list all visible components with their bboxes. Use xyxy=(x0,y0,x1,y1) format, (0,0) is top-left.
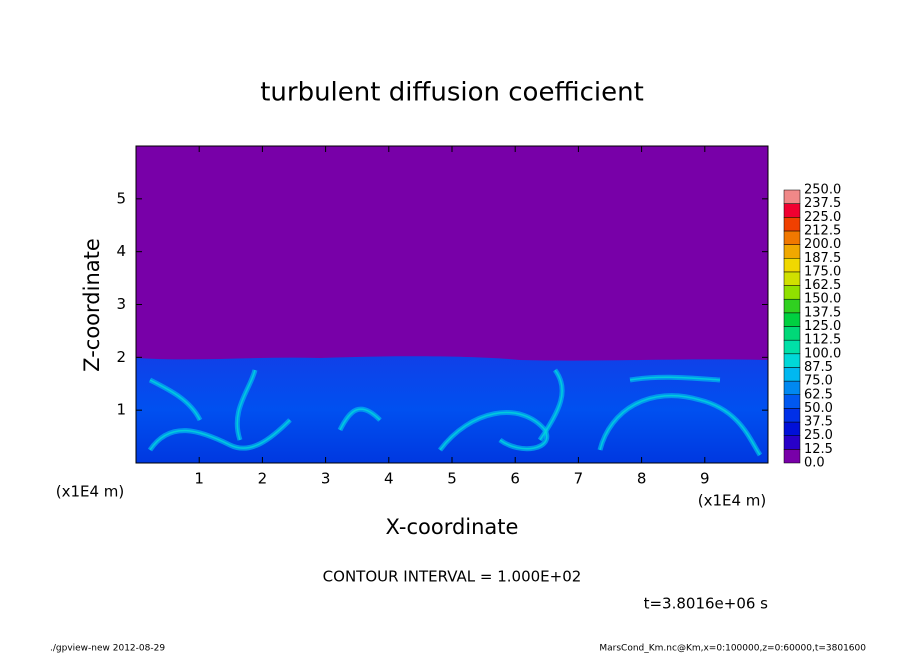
colorbar-label: 62.5 xyxy=(804,387,833,402)
colorbar-label: 75.0 xyxy=(804,374,833,389)
x-unit-label: (x1E4 m) xyxy=(698,492,767,510)
x-unit-label: (x1E4 m) xyxy=(56,483,125,501)
x-tick-label: 1 xyxy=(194,470,204,488)
x-tick-label: 7 xyxy=(574,470,584,488)
colorbar-label: 100.0 xyxy=(804,346,841,361)
field-swirl-core xyxy=(149,379,201,421)
field-swirl-core xyxy=(599,394,761,456)
contour-interval: CONTOUR INTERVAL = 1.000E+02 xyxy=(323,568,582,586)
colorbar-box xyxy=(783,203,801,218)
field-swirl-core xyxy=(539,369,563,441)
colorbar-label: 250.0 xyxy=(804,183,841,198)
colorbar-box xyxy=(783,285,801,300)
colorbar-box xyxy=(783,408,801,423)
chart-title: turbulent diffusion coefficient xyxy=(260,78,644,108)
x-tick-label: 2 xyxy=(258,470,268,488)
y-tick-label: 5 xyxy=(116,189,126,207)
colorbar-label: 137.5 xyxy=(804,305,841,320)
colorbar-label: 87.5 xyxy=(804,360,833,375)
colorbar-box xyxy=(783,380,801,396)
y-tick-label: 1 xyxy=(116,401,126,419)
x-tick-label: 8 xyxy=(637,470,647,488)
colorbar-label: 125.0 xyxy=(804,319,841,334)
colorbar-box xyxy=(783,339,801,355)
colorbar-label: 12.5 xyxy=(804,442,833,457)
colorbar-label: 237.5 xyxy=(804,196,841,211)
colorbar-label: 0.0 xyxy=(804,456,825,471)
colorbar-box xyxy=(783,298,801,314)
x-tick-label: 4 xyxy=(384,470,394,488)
colorbar-label: 50.0 xyxy=(804,401,833,416)
colorbar-box xyxy=(783,189,801,204)
footer-left: ./gpview-new 2012-08-29 xyxy=(50,644,165,654)
y-tick-label: 2 xyxy=(116,348,126,366)
y-tick-label: 4 xyxy=(116,242,126,260)
colorbar-box xyxy=(783,258,801,273)
colorbar-label: 225.0 xyxy=(804,210,841,225)
colorbar-box xyxy=(783,449,801,464)
field-swirl-core xyxy=(236,369,256,441)
y-tick-label: 3 xyxy=(116,295,126,313)
x-tick-label: 5 xyxy=(447,470,457,488)
colorbar-label: 200.0 xyxy=(804,237,841,252)
footer-right: MarsCond_Km.nc@Km,x=0:100000,z=0:60000,t… xyxy=(599,644,866,654)
x-tick-label: 3 xyxy=(321,470,331,488)
x-tick-label: 6 xyxy=(510,470,520,488)
y-axis-label: Z-coordinate xyxy=(80,238,104,372)
x-axis-label: X-coordinate xyxy=(386,515,519,539)
field xyxy=(135,145,769,464)
colorbar-box xyxy=(783,244,801,259)
x-tick-label: 9 xyxy=(700,470,710,488)
field-swirl-core xyxy=(149,419,291,451)
colorbar-box xyxy=(783,367,801,382)
colorbar-label: 150.0 xyxy=(804,292,841,307)
colorbar-label: 187.5 xyxy=(804,251,841,266)
colorbar-box xyxy=(783,312,801,327)
colorbar-label: 37.5 xyxy=(804,415,833,430)
colorbar-label: 212.5 xyxy=(804,223,841,238)
colorbar-box xyxy=(783,353,801,368)
colorbar-box xyxy=(783,326,801,341)
field-swirl-core xyxy=(629,376,721,381)
colorbar-box xyxy=(783,271,801,286)
field-turbulent-layer xyxy=(136,356,768,463)
colorbar-label: 25.0 xyxy=(804,428,833,443)
colorbar-box xyxy=(783,230,801,245)
field-swirl-core xyxy=(339,408,381,431)
colorbar-box xyxy=(783,217,801,232)
field-swirl-core xyxy=(439,411,548,451)
colorbar-label: 112.5 xyxy=(804,333,841,348)
colorbar-box xyxy=(783,394,801,409)
time-label: t=3.8016e+06 s xyxy=(644,595,769,613)
colorbar-label: 162.5 xyxy=(804,278,841,293)
colorbar-box xyxy=(783,421,801,436)
colorbar-label: 175.0 xyxy=(804,264,841,279)
colorbar-box xyxy=(783,435,801,450)
